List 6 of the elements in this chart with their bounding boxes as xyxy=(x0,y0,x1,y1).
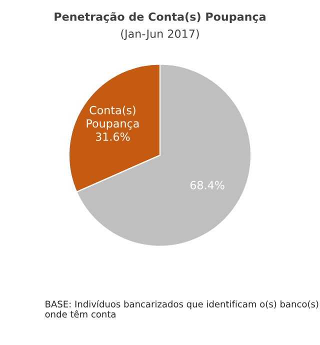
text: BASE: Indivíduos bancarizados que identificam o(s) banco(s) onde têm conta xyxy=(45,300,318,318)
chart-subtitle: (Jan-Jun 2017) xyxy=(121,29,199,40)
slice-label: Conta(s) Poupança xyxy=(86,106,139,130)
data-label: 68.4% xyxy=(190,180,224,190)
data-label: 31.6% xyxy=(96,132,130,141)
chart-title: Penetração de Conta(s) Poupança xyxy=(54,12,266,24)
